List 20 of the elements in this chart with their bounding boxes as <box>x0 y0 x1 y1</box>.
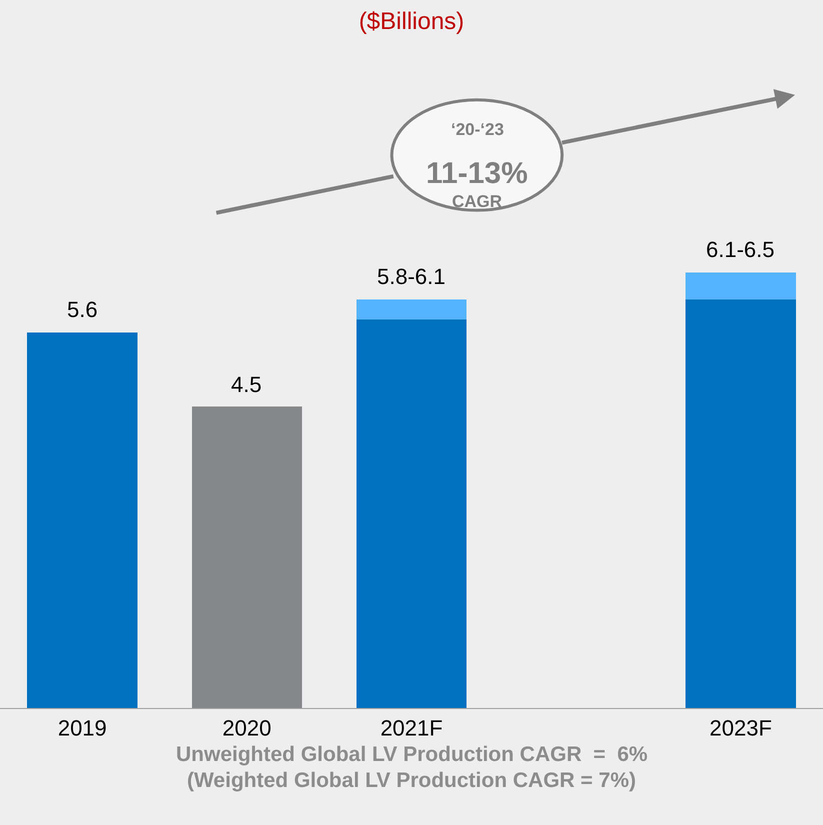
text: Unweighted Global LV Production CAGR = 6% <box>176 743 648 766</box>
x-tick-label: 2020 <box>222 715 272 740</box>
x-tick-label: 2023F <box>710 715 772 740</box>
text: 5.6 <box>67 297 98 322</box>
bar <box>356 319 467 708</box>
text: 4.5 <box>231 372 262 397</box>
x-tick-label: 2021F <box>380 715 443 740</box>
bar <box>686 299 796 708</box>
chart-title: ($Billions) <box>358 8 464 36</box>
text: 11-13% <box>426 157 528 190</box>
text: 5.8-6.1 <box>377 264 446 289</box>
text: (Weighted Global LV Production CAGR = 7%) <box>187 769 636 792</box>
bar <box>192 406 302 708</box>
x-tick-label: 2019 <box>58 715 107 740</box>
bar <box>356 299 467 320</box>
text: ‘20-‘23 <box>451 120 504 139</box>
bar <box>27 332 138 708</box>
text: CAGR <box>452 192 502 211</box>
bar <box>686 272 796 300</box>
text: 6.1-6.5 <box>706 237 774 262</box>
